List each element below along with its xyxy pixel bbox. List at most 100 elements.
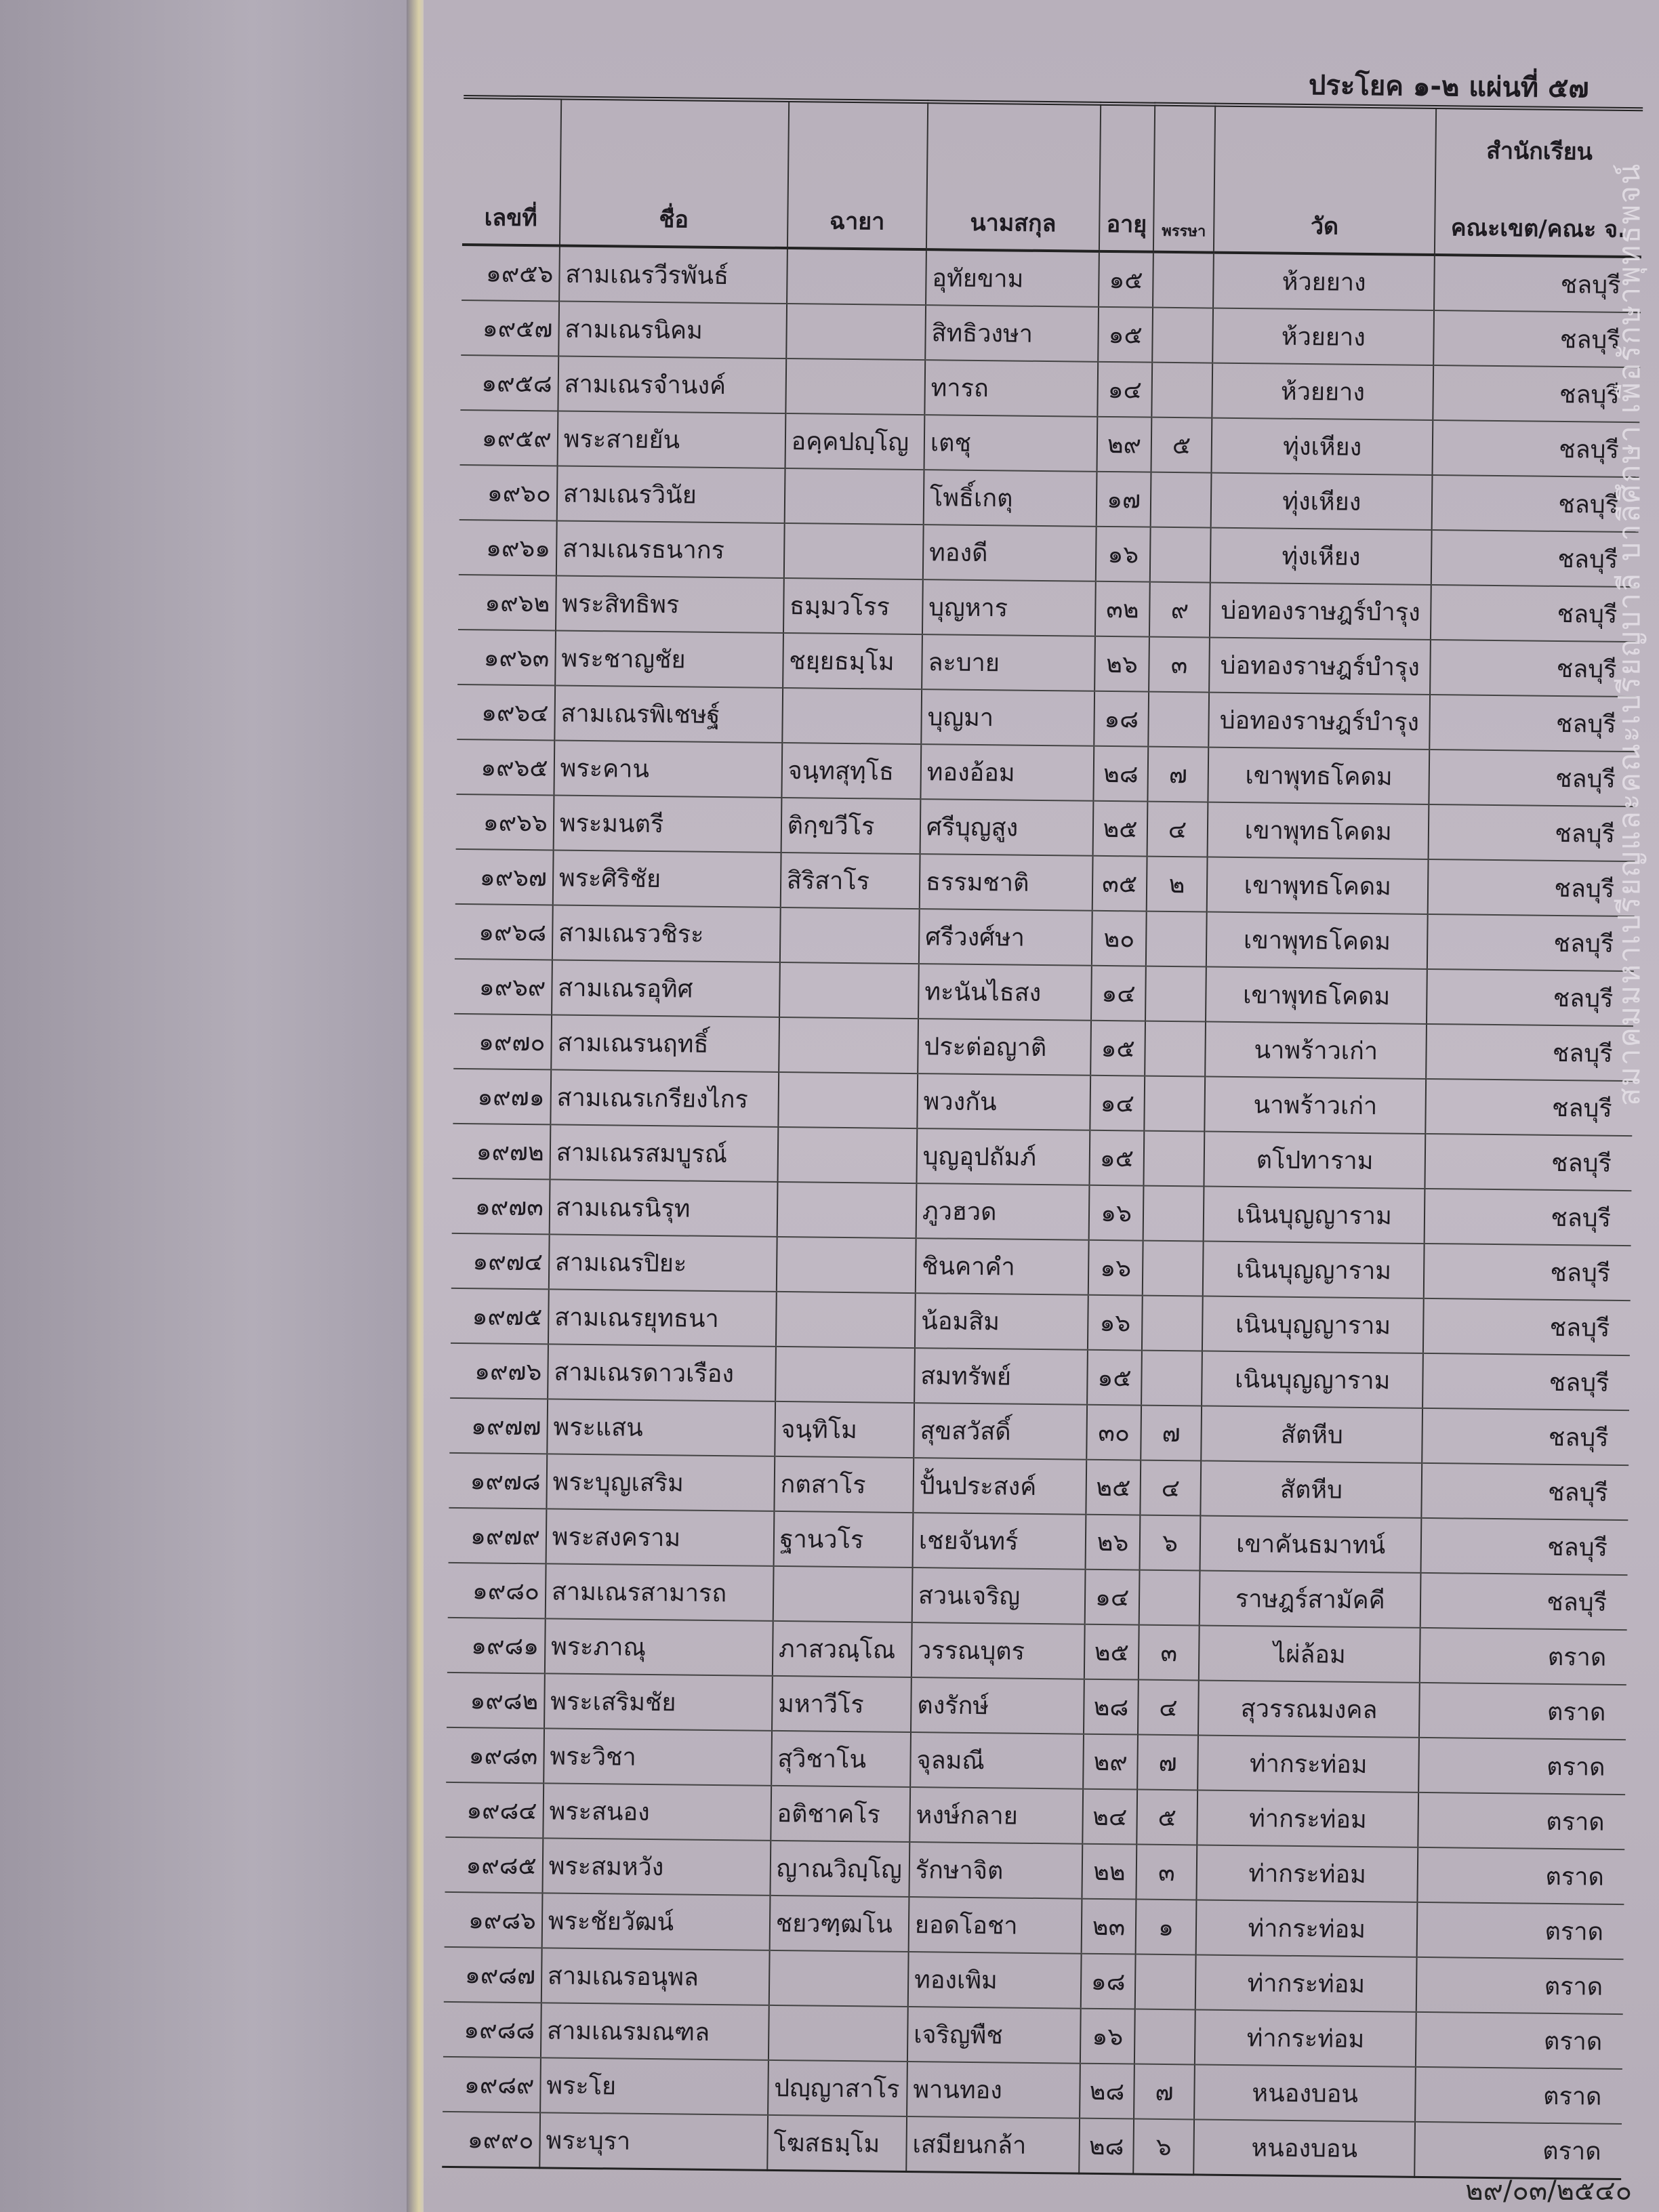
cell-pansa <box>1145 966 1207 1022</box>
cell-age: ๒๘ <box>1079 2118 1134 2175</box>
cell-pansa: ๗ <box>1136 1734 1199 1790</box>
cell-wat: สัตหีบ <box>1201 1406 1423 1463</box>
cell-name: พระวิชา <box>543 1728 772 1786</box>
cell-pansa <box>1144 1021 1206 1077</box>
cell-office: ชลบุรี <box>1423 1298 1631 1356</box>
footer-date: ๒๙/๐๓/๒๕๔๐ <box>1465 2175 1632 2207</box>
cell-number: ๑๙๖๓ <box>457 629 556 686</box>
cell-name: พระชัยวัฒน์ <box>541 1893 771 1950</box>
cell-number: ๑๙๖๑ <box>458 519 557 576</box>
cell-chaya <box>777 1181 917 1239</box>
cell-age: ๒๕ <box>1092 800 1148 857</box>
cell-wat: หนองบอน <box>1193 2119 1416 2177</box>
cell-wat: นาพร้าวเก่า <box>1205 1021 1427 1079</box>
cell-chaya: ญาณวิญฺโญ <box>770 1840 910 1898</box>
cell-name: พระสายยัน <box>557 411 786 468</box>
cell-name: พระบุรา <box>539 2112 768 2171</box>
cell-office: ตราด <box>1416 1957 1624 2015</box>
cell-name: พระชาญชัย <box>554 630 783 688</box>
cell-chaya <box>773 1565 913 1623</box>
cell-office: ตราด <box>1418 1737 1626 1795</box>
cell-pansa <box>1139 1570 1200 1626</box>
cell-chaya <box>786 248 926 306</box>
cell-surname: สมทรัพย์ <box>914 1348 1088 1405</box>
cell-chaya <box>778 1071 918 1129</box>
cell-pansa: ๓ <box>1148 636 1210 693</box>
cell-surname: ตงรักษ์ <box>910 1677 1085 1734</box>
cell-wat: บ่อทองราษฎร์บำรุง <box>1208 692 1431 750</box>
cell-age: ๒๖ <box>1094 636 1149 692</box>
cell-name: สามเณรอนุพล <box>541 1948 770 2005</box>
cell-age: ๒๔ <box>1082 1788 1137 1845</box>
results-table: เลขที่ ชื่อ ฉายา นามสกุล อายุ พรรษา วัด … <box>442 94 1643 2181</box>
cell-name: สามเณรวชิระ <box>552 905 781 962</box>
cell-chaya <box>779 962 919 1019</box>
cell-office: ชลบุรี <box>1425 1133 1633 1191</box>
cell-age: ๑๖ <box>1080 2008 1135 2064</box>
col-chaya: ฉายา <box>787 100 928 250</box>
cell-wat: ไผ่ล้อม <box>1199 1625 1420 1683</box>
cell-chaya: ปญฺญาสาโร <box>767 2060 907 2117</box>
cell-chaya: จนฺทสุทฺโธ <box>781 742 922 800</box>
cell-name: พระภาณุ <box>544 1618 773 1676</box>
cell-chaya <box>775 1346 915 1404</box>
cell-name: สามเณรนิคม <box>558 301 787 359</box>
cell-pansa: ๔ <box>1147 801 1208 857</box>
cell-wat: ท่ากระท่อม <box>1195 2009 1416 2067</box>
cell-wat: หนองบอน <box>1194 2064 1416 2122</box>
cell-name: พระแสน <box>547 1399 775 1456</box>
cell-number: ๑๙๕๙ <box>459 409 558 466</box>
table-header: เลขที่ ชื่อ ฉายา นามสกุล อายุ พรรษา วัด … <box>462 96 1643 258</box>
cell-wat: เขาพุทธโคดม <box>1206 966 1428 1024</box>
cell-chaya <box>779 907 920 964</box>
cell-pansa <box>1148 691 1210 747</box>
cell-age: ๒๖ <box>1085 1514 1141 1570</box>
cell-number: ๑๙๖๖ <box>455 794 554 851</box>
table-row: ๑๙๙๐ พระบุรา โฆสธมฺโม เสมียนกล้า ๒๘๖หนองบอนต… <box>442 2111 1622 2179</box>
cell-surname: สิทธิวงษา <box>925 305 1099 362</box>
cell-name: พระเสริมชัย <box>544 1673 773 1731</box>
cell-chaya: สุวิชาโน <box>771 1730 911 1788</box>
cell-office: ชลบุรี <box>1422 1353 1630 1411</box>
cell-wat: ตโปทาราม <box>1204 1131 1426 1189</box>
cell-surname: ภูวฮวด <box>916 1183 1090 1240</box>
cell-wat: ห้วยยาง <box>1213 252 1435 311</box>
cell-age: ๒๙ <box>1083 1734 1138 1790</box>
cell-surname: อุทัยขาม <box>925 249 1100 307</box>
cell-pansa <box>1143 1185 1204 1242</box>
cell-number: ๑๙๕๗ <box>461 300 559 356</box>
cell-wat: ทุ่งเหียง <box>1210 472 1433 530</box>
cell-number: ๑๙๗๑ <box>453 1068 552 1125</box>
cell-pansa: ๙ <box>1149 581 1211 638</box>
cell-office: ตราด <box>1418 1792 1626 1850</box>
cell-age: ๑๕ <box>1099 251 1153 308</box>
cell-office: ชลบุรี <box>1420 1572 1628 1631</box>
cell-chaya <box>775 1291 916 1349</box>
cell-age: ๓๕ <box>1092 855 1147 912</box>
cell-surname: ประต่อญาติ <box>918 1019 1092 1076</box>
cell-name: พระบุญเสริม <box>546 1454 775 1511</box>
cell-surname: ศรีบุญสูง <box>920 799 1094 856</box>
cell-surname: ทองอ้อม <box>920 744 1094 801</box>
cell-office: ตราด <box>1419 1627 1627 1685</box>
cell-age: ๑๕ <box>1089 1130 1145 1186</box>
cell-number: ๑๙๖๐ <box>459 464 558 521</box>
cell-name: สามเณรดาวเรือง <box>547 1344 776 1401</box>
cell-office: ชลบุรี <box>1427 914 1635 972</box>
cell-surname: ทองเพิม <box>907 1952 1082 2009</box>
cell-surname: ชินคาคำ <box>915 1238 1089 1295</box>
cell-wat: เนินบุญญาราม <box>1202 1296 1424 1353</box>
cell-pansa: ๖ <box>1133 2118 1195 2175</box>
cell-number: ๑๙๖๗ <box>455 848 554 905</box>
cell-pansa <box>1134 1954 1196 2010</box>
cell-number: ๑๙๖๙ <box>454 958 552 1015</box>
cell-pansa: ๑ <box>1135 1899 1197 1955</box>
cell-name: สามเณรวีรพันธ์ <box>558 245 787 304</box>
cell-pansa: ๔ <box>1140 1460 1202 1516</box>
cell-number: ๑๙๗๗ <box>449 1397 548 1454</box>
cell-number: ๑๙๗๓ <box>451 1178 550 1235</box>
cell-surname: ศรีวงศ์ษา <box>918 909 1093 966</box>
cell-name: พระสมหวัง <box>542 1838 771 1896</box>
cell-office: ชลบุรี <box>1424 1188 1632 1246</box>
cell-age: ๑๔ <box>1091 965 1146 1021</box>
